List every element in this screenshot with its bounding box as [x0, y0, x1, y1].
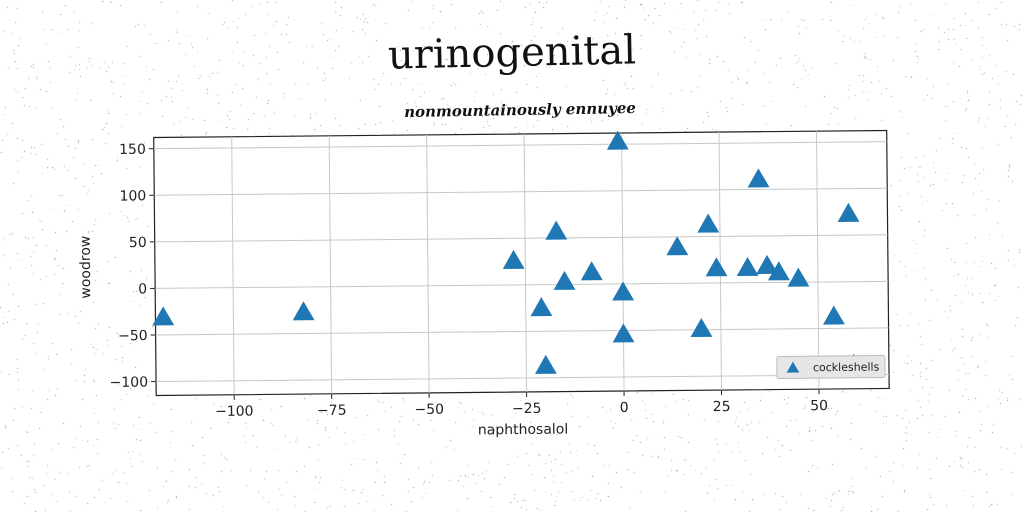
data-point	[580, 261, 603, 281]
y-grid-line	[154, 234, 888, 243]
x-grid-line	[231, 136, 235, 395]
x-grid-line	[328, 135, 333, 394]
data-point	[768, 261, 790, 281]
data-point	[756, 254, 779, 275]
y-tick-label: 150	[119, 142, 146, 158]
y-tick-label: 0	[138, 281, 147, 297]
data-point	[690, 317, 713, 338]
x-tick-label: −75	[317, 403, 347, 419]
data-point	[736, 256, 759, 277]
data-point	[292, 301, 315, 321]
y-tick-label: −50	[118, 328, 148, 344]
data-point	[705, 257, 728, 277]
x-tick-label: 25	[713, 399, 731, 415]
x-tick-label: −25	[512, 401, 542, 417]
x-tick-label: 0	[620, 400, 629, 416]
x-grid-line	[718, 132, 723, 391]
data-point	[530, 297, 553, 317]
x-grid-line	[426, 134, 430, 393]
data-point	[545, 220, 568, 240]
x-axis-ticks: −100 −75 −50 −25 0 25 50	[215, 389, 828, 420]
data-point	[606, 130, 629, 150]
x-grid-line	[815, 131, 820, 390]
y-grid-line	[155, 327, 889, 336]
grid-lines	[153, 131, 890, 395]
y-axis-label: woodrow	[78, 236, 95, 299]
x-tick-label: −50	[414, 402, 444, 418]
x-axis-label: naphthosalol	[478, 422, 569, 439]
y-axis-ticks: −100 −50 0 50 100 150	[110, 142, 157, 391]
y-grid-line	[153, 141, 887, 150]
x-grid-line	[621, 133, 625, 392]
legend-entry-label: cockleshells	[813, 361, 880, 375]
legend: cockleshells	[776, 355, 886, 380]
data-point	[747, 168, 770, 188]
y-tick-label: 50	[129, 235, 147, 251]
data-point	[787, 267, 810, 287]
plot-area: −100 −75 −50 −25 0 25 50 −100 −50 0 50 100 150 naph…	[78, 129, 890, 439]
data-point	[553, 270, 576, 290]
data-points	[152, 130, 865, 374]
x-tick-label: 50	[810, 398, 828, 414]
y-grid-line	[154, 187, 888, 196]
y-grid-line	[155, 280, 889, 289]
y-tick-label: 100	[119, 188, 146, 204]
y-tick-label: −100	[110, 375, 149, 391]
data-point	[612, 323, 635, 343]
data-point	[534, 354, 557, 374]
legend-box	[776, 355, 886, 380]
data-point	[823, 305, 845, 325]
x-grid-line	[523, 133, 528, 392]
data-point	[837, 202, 860, 222]
data-point	[697, 213, 720, 233]
data-point	[502, 249, 525, 269]
legend-marker-icon	[786, 361, 800, 373]
data-point	[612, 281, 635, 301]
y-grid-line	[156, 373, 890, 383]
data-point	[666, 236, 689, 256]
data-point	[152, 306, 175, 326]
x-tick-label: −100	[215, 404, 254, 420]
